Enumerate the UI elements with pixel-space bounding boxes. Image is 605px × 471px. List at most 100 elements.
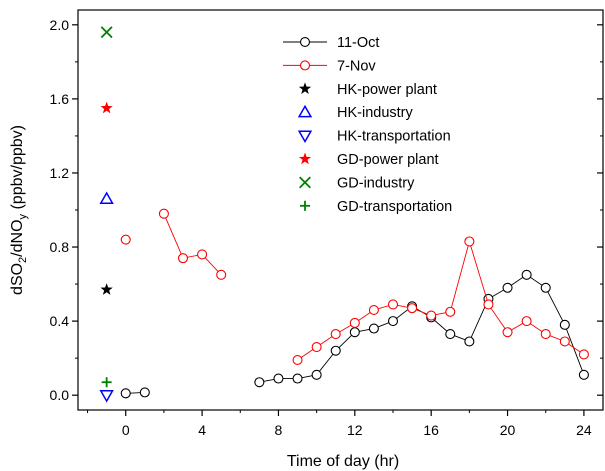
- data-point: [298, 152, 312, 165]
- x-tick-label: 0: [122, 422, 130, 438]
- data-point: [254, 377, 265, 388]
- data-point: [139, 387, 150, 398]
- data-point: [100, 101, 113, 114]
- data-point: [158, 208, 169, 219]
- data-point: [273, 373, 284, 384]
- data-point: [100, 26, 113, 39]
- y-axis-label-mid: /dNO: [9, 219, 26, 256]
- data-point: [299, 36, 311, 48]
- x-tick-label: 4: [198, 422, 206, 438]
- data-point: [349, 327, 360, 338]
- series-hk-industry: [99, 191, 114, 205]
- data-point: [502, 282, 513, 293]
- axis-ticks: 0 4 8 12 16 20 24 0.0 0.4 0.8 1.2 1.6 2.0: [50, 17, 603, 438]
- series-hk-transportation: [99, 390, 114, 403]
- data-point: [120, 234, 131, 245]
- x-axis-label: Time of day (hr): [287, 453, 399, 470]
- data-point: [349, 317, 360, 328]
- legend-item: 7-Nov: [283, 58, 376, 74]
- legend-item: 11-Oct: [283, 35, 379, 51]
- x-tick-label: 8: [275, 422, 283, 438]
- data-point: [502, 327, 513, 338]
- legend-label: HK-industry: [337, 105, 413, 121]
- data-point: [387, 316, 399, 327]
- legend-item: HK-transportation: [297, 129, 451, 145]
- x-tick-label: 24: [576, 422, 592, 438]
- data-point: [99, 191, 114, 205]
- legend: 11-Oct 7-Nov HK-power plant HK-industry HK-t…: [283, 35, 452, 215]
- legend-item: HK-industry: [297, 104, 413, 121]
- data-point: [521, 269, 532, 280]
- data-point: [559, 319, 570, 330]
- series-gd-transportation: [101, 377, 112, 388]
- data-point: [368, 304, 379, 316]
- data-point: [311, 342, 322, 353]
- legend-label: GD-transportation: [337, 199, 452, 215]
- y-tick-label: 0.8: [50, 239, 70, 255]
- data-point: [311, 369, 322, 380]
- x-tick-label: 12: [347, 422, 363, 438]
- series-7-nov: [120, 208, 589, 366]
- legend-label: GD-power plant: [337, 152, 439, 168]
- data-point: [298, 82, 312, 95]
- data-point: [407, 303, 418, 314]
- data-point: [368, 323, 379, 334]
- data-point: [540, 329, 551, 340]
- legend-item: GD-power plant: [298, 152, 439, 168]
- data-point: [216, 269, 227, 280]
- y-tick-label: 0.0: [50, 387, 70, 403]
- data-point: [101, 377, 112, 388]
- data-point: [445, 306, 456, 317]
- y-tick-label: 2.0: [50, 17, 70, 33]
- legend-item: HK-power plant: [298, 82, 437, 98]
- legend-item: GD-transportation: [299, 199, 452, 215]
- legend-label: 11-Oct: [337, 35, 379, 51]
- y-tick-label: 0.4: [50, 313, 70, 329]
- data-point: [99, 390, 114, 403]
- legend-label: HK-transportation: [337, 129, 451, 145]
- data-point: [197, 249, 208, 260]
- data-point: [578, 369, 589, 380]
- series-line: [163, 213, 222, 276]
- data-point: [445, 329, 456, 340]
- data-point: [299, 60, 311, 71]
- data-point: [299, 176, 311, 189]
- legend-item: GD-industry: [299, 175, 415, 191]
- data-point: [426, 310, 437, 321]
- data-point: [292, 354, 303, 366]
- x-tick-label: 16: [423, 422, 439, 438]
- series-line: [259, 274, 585, 383]
- series-11-oct: [120, 269, 589, 399]
- data-point: [330, 329, 341, 340]
- y-axis-label: dSO2/dNOy (ppbv/ppbv): [9, 125, 29, 295]
- data-point: [559, 336, 570, 347]
- data-point: [299, 200, 311, 211]
- y-axis-label-unit: (ppbv/ppbv): [9, 125, 26, 214]
- series-gd-industry: [100, 26, 113, 39]
- data-point: [330, 345, 341, 356]
- y-tick-label: 1.2: [50, 165, 70, 181]
- legend-label: 7-Nov: [337, 58, 376, 74]
- series-hk-power-plant: [100, 283, 113, 295]
- x-tick-label: 20: [500, 422, 516, 438]
- data-point: [540, 282, 551, 293]
- y-axis-label-sub1: 2: [17, 257, 29, 263]
- data-point: [297, 104, 313, 118]
- data-point: [578, 349, 589, 360]
- data-point: [464, 336, 475, 347]
- data-point: [387, 299, 399, 310]
- y-axis-label-main: dSO: [9, 263, 26, 295]
- legend-label: HK-power plant: [337, 82, 437, 98]
- legend-label: GD-industry: [337, 175, 415, 191]
- y-tick-label: 1.6: [50, 91, 70, 107]
- data-point: [120, 388, 131, 399]
- y-axis-label-sub2: y: [17, 213, 29, 219]
- data-point: [464, 236, 475, 247]
- series-gd-power-plant: [100, 101, 113, 114]
- data-point: [297, 130, 313, 143]
- series-line: [297, 239, 585, 361]
- data-point: [521, 316, 532, 327]
- data-point: [483, 299, 494, 310]
- data-point: [292, 373, 303, 384]
